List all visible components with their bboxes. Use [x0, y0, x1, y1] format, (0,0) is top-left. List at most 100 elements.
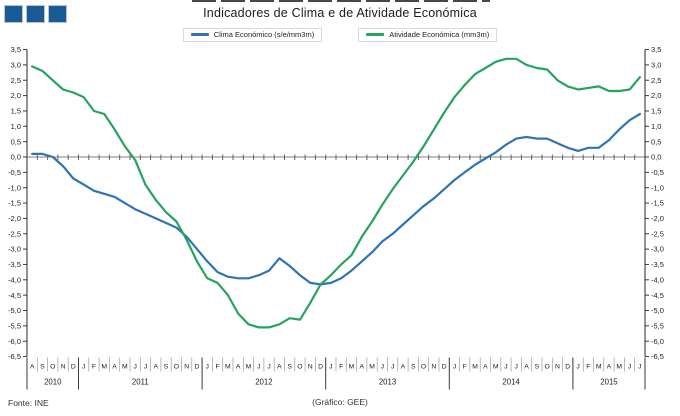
month-label: F [92, 364, 96, 371]
left-axis-label: 2,0 [11, 91, 21, 100]
year-label: 2013 [379, 378, 396, 387]
left-axis-label: -2,5 [8, 229, 21, 238]
right-axis-label: -3,0 [651, 245, 664, 254]
series-line-clima-economico [30, 112, 642, 286]
month-label: D [565, 364, 570, 371]
left-axis-label: 2,5 [11, 76, 21, 85]
month-label: J [82, 364, 85, 371]
month-label: J [144, 364, 147, 371]
left-axis-label: 0,5 [11, 137, 21, 146]
right-axis-label: 2,5 [651, 76, 661, 85]
month-label: O [297, 364, 302, 371]
left-axis-label: 1,5 [11, 107, 21, 116]
month-label: S [535, 364, 540, 371]
month-label: A [236, 364, 241, 371]
month-label: A [359, 364, 364, 371]
left-axis-label: -1,0 [8, 183, 21, 192]
left-axis-label: -5,0 [8, 306, 21, 315]
month-label: J [257, 364, 260, 371]
right-axis-label: -1,0 [651, 183, 664, 192]
month-label: M [596, 364, 602, 371]
month-label: A [483, 364, 488, 371]
left-axis-label: -5,5 [8, 321, 21, 330]
right-axis-label: -6,5 [651, 352, 664, 361]
right-axis-label: -5,0 [651, 306, 664, 315]
legend-label: Clima Económico (s/e/mm3m) [213, 30, 315, 39]
month-label: O [50, 364, 55, 371]
month-label: S [287, 364, 292, 371]
line-marker-icon [366, 33, 385, 36]
month-label: N [555, 364, 560, 371]
month-label: D [318, 364, 323, 371]
chart-legend: Clima Económico (s/e/mm3m) Atividade Eco… [0, 28, 680, 42]
line-marker-icon [190, 33, 209, 36]
year-label: 2010 [44, 378, 62, 387]
right-axis-label: 3,0 [651, 61, 661, 70]
month-label: M [493, 364, 499, 371]
left-axis-label: 0,0 [11, 153, 21, 162]
left-axis-label: -1,5 [8, 199, 21, 208]
left-axis-label: -3,5 [8, 260, 21, 269]
month-label: J [453, 364, 456, 371]
month-label: J [638, 364, 641, 371]
right-axis-label: -1,5 [651, 199, 664, 208]
right-axis-label: -2,0 [651, 214, 664, 223]
month-label: N [308, 364, 313, 371]
month-label: A [112, 364, 117, 371]
month-label: S [411, 364, 416, 371]
right-axis-label: -4,0 [651, 275, 664, 284]
month-label: M [349, 364, 355, 371]
month-label: M [616, 364, 622, 371]
left-axis-label: 1,0 [11, 122, 21, 131]
right-axis-label: -3,5 [651, 260, 664, 269]
left-axis-label: -3,0 [8, 245, 21, 254]
month-label: O [174, 364, 179, 371]
credit-note: (Gráfico: GEE) [312, 397, 368, 407]
month-label: D [194, 364, 199, 371]
month-label: J [504, 364, 507, 371]
month-label: J [391, 364, 394, 371]
month-label: J [628, 364, 631, 371]
right-axis-label: -5,5 [651, 321, 664, 330]
right-axis-label: -6,0 [651, 337, 664, 346]
month-label: M [101, 364, 107, 371]
left-axis-label: -4,0 [8, 275, 21, 284]
month-label: A [277, 364, 282, 371]
left-axis-label: -2,0 [8, 214, 21, 223]
window-edge-artifact [192, 0, 490, 2]
month-label: J [576, 364, 579, 371]
right-axis-label: -0,5 [651, 168, 664, 177]
legend-label: Atividade Económica (mm3m) [389, 30, 490, 39]
month-label: A [153, 364, 158, 371]
month-label: J [515, 364, 518, 371]
month-label: O [421, 364, 426, 371]
month-label: M [472, 364, 478, 371]
month-label: F [463, 364, 467, 371]
left-axis-label: 3,5 [11, 45, 21, 54]
right-axis-label: 1,0 [651, 122, 661, 131]
month-label: A [30, 364, 35, 371]
year-label: 2012 [255, 378, 272, 387]
source-note: Fonte: INE [8, 398, 49, 408]
month-label: M [246, 364, 252, 371]
logo [4, 5, 67, 23]
month-label: J [267, 364, 270, 371]
year-label: 2015 [600, 378, 618, 387]
month-label: O [545, 364, 550, 371]
month-label: N [184, 364, 189, 371]
month-label: J [133, 364, 136, 371]
right-axis-label: 3,5 [651, 45, 661, 54]
legend-item-atividade-economica: Atividade Económica (mm3m) [358, 28, 498, 42]
month-label: N [61, 364, 66, 371]
month-label: A [524, 364, 529, 371]
month-label: M [369, 364, 375, 371]
month-label: S [40, 364, 45, 371]
month-label: J [381, 364, 384, 371]
logo-square [48, 5, 67, 23]
legend-item-clima-economico: Clima Económico (s/e/mm3m) [182, 28, 323, 42]
year-label: 2014 [502, 378, 520, 387]
month-label: J [206, 364, 209, 371]
month-label: A [607, 364, 612, 371]
